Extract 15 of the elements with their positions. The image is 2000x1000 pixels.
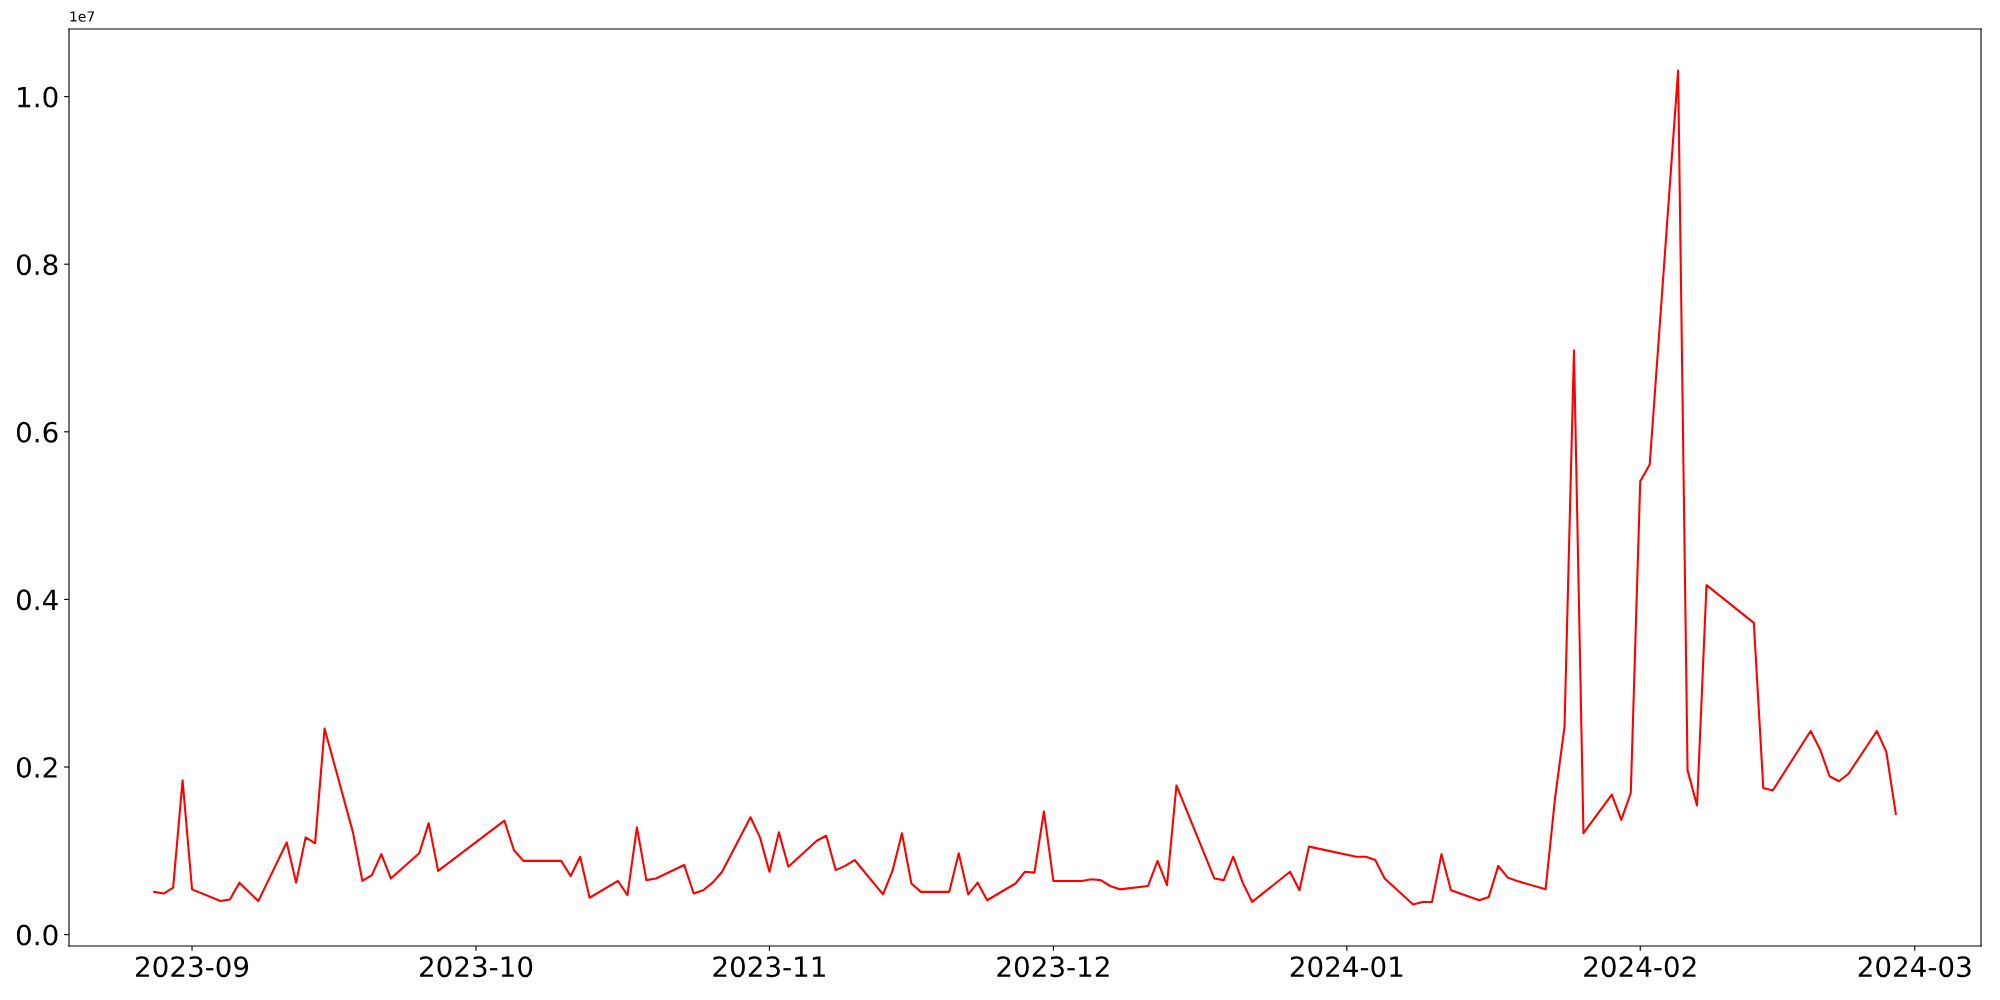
y-tick-label: 0.6 <box>16 421 58 443</box>
text: 1e7 <box>70 11 95 22</box>
x-tick-label: 2023-12 <box>997 956 1109 978</box>
y-tick-label: 0.2 <box>16 756 57 778</box>
x-tick-label: 2024-01 <box>1290 956 1403 978</box>
x-tick-label: 2023-09 <box>136 956 249 978</box>
line-series <box>153 69 1897 906</box>
y-tick-label: 1.0 <box>18 86 58 108</box>
x-tick-label: 2024-03 <box>1858 956 1971 978</box>
x-tick-label: 2023-11 <box>713 956 825 978</box>
y-tick-label: 0.8 <box>16 254 58 276</box>
y-tick-label: 0.4 <box>16 589 58 611</box>
x-tick-label: 2024-02 <box>1584 956 1696 978</box>
y-tick-label: 0.0 <box>16 924 58 946</box>
x-tick-label: 2023-10 <box>420 956 533 978</box>
